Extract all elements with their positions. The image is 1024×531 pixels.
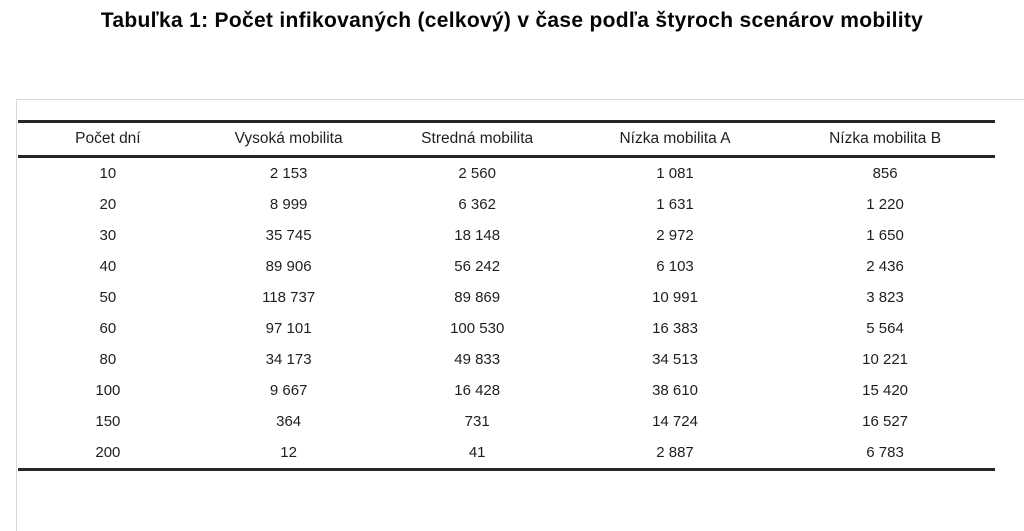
table-cell: 34 513 — [652, 351, 698, 368]
table-cell: 50 — [99, 289, 117, 306]
table-cell: 2 972 — [656, 227, 694, 244]
table-cell: 38 610 — [652, 382, 698, 399]
table-header: Počet dní Vysoká mobilita Stredná mobili… — [18, 121, 995, 157]
table-body: 10 2 153 2 560 1 081 856 20 8 999 6 362 1 631 1 2… — [18, 157, 995, 470]
table-cell: 16 428 — [454, 382, 501, 399]
table-cell: 118 737 — [262, 289, 316, 306]
table-cell: 10 — [99, 165, 117, 182]
table-row: 200 12 41 2 887 6 783 — [18, 437, 995, 470]
table-cell: 35 745 — [265, 227, 312, 244]
table-cell: 60 — [99, 320, 117, 337]
table-cell: 10 221 — [862, 351, 909, 368]
table-cell: 15 420 — [862, 382, 909, 399]
column-header-medium-mobility: Stredná mobilita — [421, 130, 534, 147]
mobility-table: Počet dní Vysoká mobilita Stredná mobili… — [18, 120, 995, 471]
table-cell: 40 — [99, 258, 117, 275]
table-cell: 41 — [468, 444, 486, 461]
table-cell: 6 783 — [866, 444, 904, 461]
table-cell: 89 869 — [454, 289, 501, 306]
table-caption: Tabuľka 1: Počet infikovaných (celkový) … — [100, 9, 924, 32]
table-cell: 49 833 — [454, 351, 501, 368]
table-cell: 34 173 — [265, 351, 312, 368]
table-cell: 30 — [99, 227, 117, 244]
table-cell: 150 — [95, 413, 121, 430]
content-panel: Počet dní Vysoká mobilita Stredná mobili… — [16, 99, 1024, 531]
table-row: 30 35 745 18 148 2 972 1 650 — [18, 220, 995, 251]
table-cell: 2 887 — [656, 444, 694, 461]
table-cell: 14 724 — [652, 413, 698, 430]
table-cell: 3 823 — [866, 289, 904, 306]
table-cell: 1 220 — [866, 196, 904, 213]
table-cell: 6 103 — [656, 258, 694, 275]
table-cell: 80 — [99, 351, 117, 368]
table-cell: 364 — [276, 413, 302, 430]
table-row: 40 89 906 56 242 6 103 2 436 — [18, 251, 995, 282]
column-header-high-mobility: Vysoká mobilita — [234, 130, 343, 147]
table-row: 20 8 999 6 362 1 631 1 220 — [18, 189, 995, 220]
table-cell: 200 — [95, 444, 121, 461]
table-row: 80 34 173 49 833 34 513 10 221 — [18, 344, 995, 375]
table-header-row: Počet dní Vysoká mobilita Stredná mobili… — [18, 121, 995, 157]
table-cell: 2 153 — [269, 165, 308, 182]
table-cell: 9 667 — [269, 382, 308, 399]
table-row: 50 118 737 89 869 10 991 3 823 — [18, 282, 995, 313]
table-cell: 1 081 — [656, 165, 694, 182]
table-cell: 1 631 — [656, 196, 694, 213]
table-cell: 731 — [464, 413, 490, 430]
table-cell: 2 436 — [866, 258, 904, 275]
table-cell: 100 530 — [450, 320, 505, 337]
table-cell: 89 906 — [265, 258, 312, 275]
table-cell: 12 — [280, 444, 297, 461]
column-header-low-mobility-a: Nízka mobilita A — [619, 130, 731, 147]
table-cell: 10 991 — [652, 289, 698, 306]
table-cell: 6 362 — [458, 196, 496, 213]
table-row: 100 9 667 16 428 38 610 15 420 — [18, 375, 995, 406]
table-row: 10 2 153 2 560 1 081 856 — [18, 157, 995, 190]
table-cell: 8 999 — [269, 196, 308, 213]
table-cell: 1 650 — [866, 227, 904, 244]
table-row: 150 364 731 14 724 16 527 — [18, 406, 995, 437]
table-cell: 97 101 — [265, 320, 312, 337]
column-header-low-mobility-b: Nízka mobilita B — [829, 130, 942, 147]
table-cell: 100 — [95, 382, 121, 399]
table-cell: 856 — [872, 165, 898, 182]
table-cell: 56 242 — [454, 258, 501, 275]
table-cell: 18 148 — [454, 227, 501, 244]
table-cell: 20 — [99, 196, 117, 213]
table-cell: 5 564 — [866, 320, 904, 337]
table-cell: 16 527 — [862, 413, 909, 430]
table-row: 60 97 101 100 530 16 383 5 564 — [18, 313, 995, 344]
column-header-days: Počet dní — [75, 130, 141, 147]
table-cell: 2 560 — [458, 165, 496, 182]
table-cell: 16 383 — [652, 320, 698, 337]
